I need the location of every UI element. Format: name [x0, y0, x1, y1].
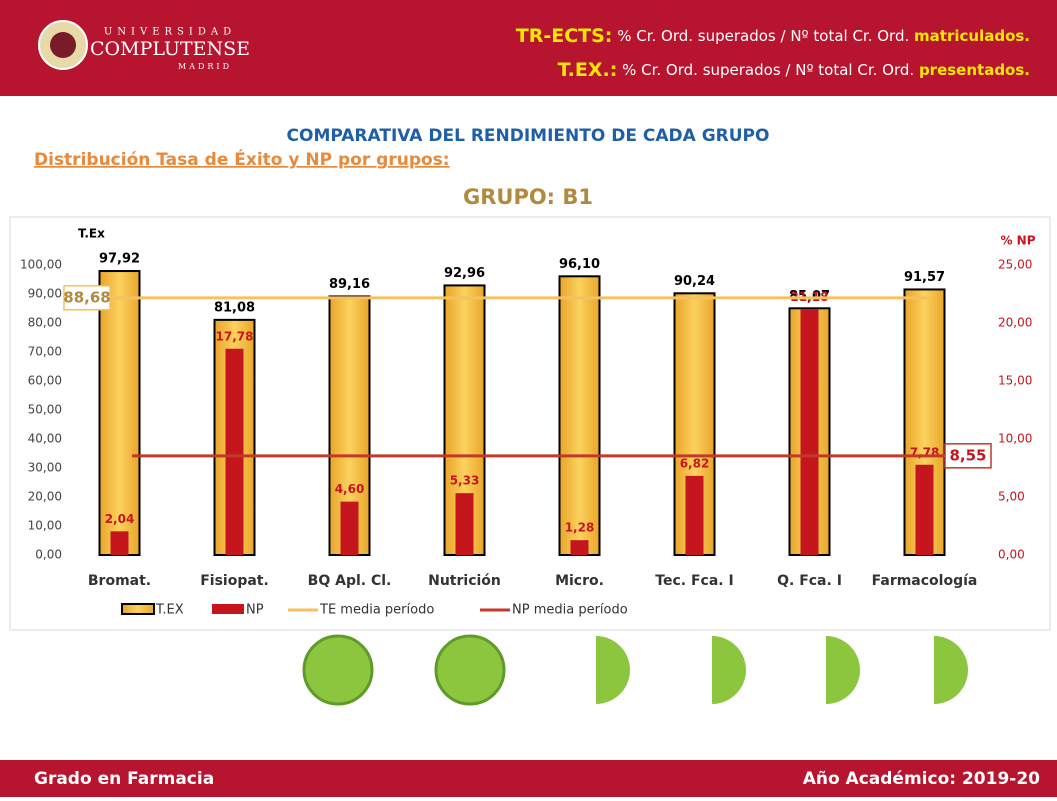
header-text: % Cr. Ord. superados / Nº total Cr. Ord.	[622, 61, 914, 79]
data-label: 1,28	[565, 521, 595, 535]
y2-tick-label: 25,00	[998, 258, 1032, 272]
bar	[98, 270, 141, 556]
footer-left: Grado en Farmacia	[34, 769, 214, 789]
legend-label: TE media período	[319, 603, 434, 618]
y-tick-label: 0,00	[35, 548, 62, 562]
x-tick-label: Tec. Fca. I	[655, 573, 733, 589]
virus-icon	[596, 636, 630, 704]
legend-label: NP media período	[512, 603, 628, 618]
logo-text: UNIVERSIDAD	[104, 27, 236, 38]
data-label: 2,04	[105, 512, 135, 526]
data-label: 81,08	[214, 300, 255, 315]
x-tick-label: Fisiopat.	[200, 573, 269, 589]
bar	[225, 348, 244, 555]
reference-label-box	[63, 285, 111, 311]
footer-right: Año Académico: 2019-20	[803, 769, 1040, 789]
legend-label: NP	[246, 603, 264, 618]
reference-label: 88,68	[63, 288, 110, 306]
logo-seal-inner	[50, 32, 76, 58]
bar	[800, 309, 819, 555]
legend-swatch	[212, 604, 244, 614]
virus-icon	[934, 636, 968, 704]
reference-label-box	[944, 443, 992, 469]
footer-band	[0, 760, 1057, 797]
data-label: 5,33	[450, 474, 480, 488]
virus-icon	[302, 634, 374, 706]
bar	[685, 475, 704, 555]
chart-frame	[9, 216, 1051, 631]
header-line: TR-ECTS: % Cr. Ord. superados / Nº total…	[516, 25, 1030, 47]
y-tick-label: 90,00	[28, 287, 62, 301]
y-tick-label: 60,00	[28, 374, 62, 388]
y2-tick-label: 10,00	[998, 432, 1032, 446]
y-tick-label: 50,00	[28, 403, 62, 417]
subheading: Distribución Tasa de Éxito y NP por grup…	[34, 148, 450, 170]
data-label: 91,57	[904, 270, 945, 285]
virus-icon	[826, 636, 860, 704]
bar	[915, 464, 934, 555]
y-tick-label: 10,00	[28, 519, 62, 533]
bar	[570, 540, 589, 555]
reference-label: 8,55	[949, 446, 986, 464]
y-tick-label: 30,00	[28, 461, 62, 475]
bar	[558, 275, 601, 556]
legend-label: T.EX	[155, 603, 184, 618]
data-label: 4,60	[335, 482, 365, 496]
y2-axis-label: % NP	[1000, 234, 1035, 248]
heading: COMPARATIVA DEL RENDIMIENTO DE CADA GRUP…	[287, 126, 770, 146]
x-tick-label: BQ Apl. Cl.	[308, 573, 392, 589]
data-label: 85,07	[789, 289, 830, 304]
virus-icon	[434, 634, 506, 706]
data-label: 6,82	[680, 456, 710, 470]
y-tick-label: 100,00	[20, 258, 62, 272]
header-band	[0, 0, 1057, 96]
virus-icon	[712, 636, 746, 704]
header-highlight: presentados.	[919, 61, 1030, 79]
y-tick-label: 20,00	[28, 490, 62, 504]
bar	[110, 531, 129, 555]
data-label: 89,16	[329, 277, 370, 292]
data-label: 92,96	[444, 266, 485, 281]
decoration	[302, 634, 968, 706]
y-axis-label: T.Ex	[78, 227, 105, 241]
data-label: 17,78	[216, 329, 254, 343]
logo-text: COMPLUTENSE	[90, 38, 250, 60]
legend-swatch	[121, 603, 155, 615]
x-tick-label: Bromat.	[88, 573, 151, 589]
logo-text: MADRID	[178, 62, 232, 71]
header-term: TR-ECTS:	[516, 25, 613, 47]
bar	[340, 501, 359, 555]
header-highlight: matriculados.	[914, 27, 1030, 45]
y2-tick-label: 15,00	[998, 374, 1032, 388]
header-text: % Cr. Ord. superados / Nº total Cr. Ord.	[617, 27, 909, 45]
x-tick-label: Q. Fca. I	[777, 573, 842, 589]
y2-tick-label: 20,00	[998, 316, 1032, 330]
y-tick-label: 40,00	[28, 432, 62, 446]
header-term: T.EX.:	[558, 59, 618, 81]
y-tick-label: 80,00	[28, 316, 62, 330]
data-label: 96,10	[559, 257, 600, 272]
y-tick-label: 70,00	[28, 345, 62, 359]
data-label: 90,24	[674, 274, 715, 289]
x-tick-label: Nutrición	[428, 573, 501, 589]
chart-title: GRUPO: B1	[463, 185, 593, 209]
header-line: T.EX.: % Cr. Ord. superados / Nº total C…	[558, 59, 1030, 81]
data-label: 97,92	[99, 252, 140, 267]
y2-tick-label: 0,00	[998, 548, 1025, 562]
x-tick-label: Farmacología	[872, 573, 978, 589]
y2-tick-label: 5,00	[998, 490, 1025, 504]
x-tick-label: Micro.	[555, 573, 604, 589]
bar	[455, 493, 474, 555]
